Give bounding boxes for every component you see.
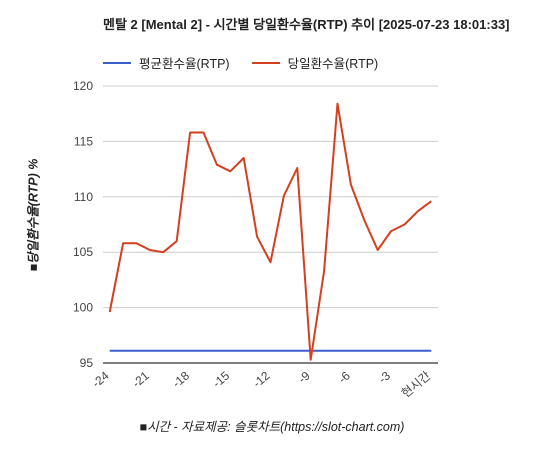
y-tick-label: 105 — [73, 245, 93, 259]
data-point-average[interactable] — [255, 349, 259, 353]
data-point-average[interactable] — [135, 349, 139, 353]
x-tick-label: -21 — [130, 368, 153, 390]
data-point-daily[interactable] — [242, 156, 246, 160]
data-point-average[interactable] — [269, 349, 273, 353]
data-point-average[interactable] — [242, 349, 246, 353]
x-tick-label: 현시간 — [399, 369, 433, 401]
data-point-daily[interactable] — [282, 194, 286, 198]
x-tick-label: -9 — [295, 368, 312, 386]
x-tick-layer: -24 -21 -18 -15 -12 -9 -6 -3 현시간 — [89, 368, 433, 400]
legend-item-average[interactable]: 평균환수율(RTP) — [103, 53, 230, 72]
x-tick-label: -3 — [376, 368, 393, 386]
x-axis-title: ■시간 - 자료제공: 슬롯차트(https://slot-chart.com) — [139, 420, 405, 434]
legend-swatch-average — [103, 61, 131, 64]
data-point-daily[interactable] — [188, 131, 192, 135]
legend: 평균환수율(RTP) 당일환수율(RTP) — [103, 53, 400, 72]
data-point-daily[interactable] — [255, 235, 259, 239]
data-point-daily[interactable] — [202, 131, 206, 135]
data-point-daily[interactable] — [148, 248, 152, 252]
data-point-average[interactable] — [161, 349, 165, 353]
data-point-daily[interactable] — [161, 250, 165, 254]
data-point-daily[interactable] — [269, 260, 273, 264]
y-tick-label: 100 — [73, 301, 93, 315]
x-tick-label: -24 — [89, 368, 112, 390]
data-point-daily[interactable] — [135, 241, 139, 245]
data-point-daily[interactable] — [108, 310, 112, 314]
data-point-average[interactable] — [295, 349, 299, 353]
legend-label-daily: 당일환수율(RTP) — [287, 57, 379, 71]
data-point-daily[interactable] — [295, 166, 299, 170]
x-tick-label: -6 — [336, 368, 353, 386]
data-point-daily[interactable] — [349, 183, 353, 187]
data-point-average[interactable] — [349, 349, 353, 353]
legend-swatch-daily — [251, 61, 280, 64]
data-point-average[interactable] — [121, 349, 125, 353]
x-tick-label: -12 — [250, 368, 273, 390]
data-point-average[interactable] — [416, 349, 420, 353]
y-tick-label: 110 — [74, 190, 93, 204]
data-point-daily[interactable] — [362, 218, 366, 222]
data-point-daily[interactable] — [175, 239, 179, 243]
data-point-average[interactable] — [148, 349, 152, 353]
data-point-daily[interactable] — [416, 209, 420, 213]
data-point-average[interactable] — [429, 349, 433, 353]
data-point-average[interactable] — [362, 349, 366, 353]
data-point-average[interactable] — [175, 349, 179, 353]
data-point-daily[interactable] — [403, 223, 407, 227]
data-point-daily[interactable] — [309, 358, 313, 362]
data-point-daily[interactable] — [228, 169, 232, 173]
data-point-average[interactable] — [282, 349, 286, 353]
data-point-average[interactable] — [376, 349, 380, 353]
data-point-average[interactable] — [403, 349, 407, 353]
series-line-daily[interactable] — [108, 102, 432, 361]
y-tick-layer: 95 100 105 110 115 120 — [73, 79, 93, 370]
data-point-daily[interactable] — [336, 102, 340, 106]
data-point-average[interactable] — [202, 349, 206, 353]
chart-title: 멘탈 2 [Mental 2] - 시간별 당일환수율(RTP) 추이 [202… — [103, 17, 510, 32]
series-layer — [108, 102, 433, 362]
data-point-daily[interactable] — [376, 248, 380, 252]
data-point-daily[interactable] — [121, 241, 125, 245]
data-point-average[interactable] — [336, 349, 340, 353]
data-point-average[interactable] — [322, 349, 326, 353]
y-tick-label: 95 — [80, 356, 94, 370]
grid-layer — [103, 85, 438, 364]
data-point-average[interactable] — [108, 349, 112, 353]
data-point-average[interactable] — [215, 349, 219, 353]
x-tick-label: -15 — [210, 368, 233, 390]
data-point-average[interactable] — [389, 349, 393, 353]
data-point-daily[interactable] — [215, 163, 219, 167]
x-tick-label: -18 — [170, 368, 193, 390]
data-point-average[interactable] — [228, 349, 232, 353]
data-point-daily[interactable] — [389, 229, 393, 233]
y-tick-label: 115 — [74, 134, 93, 148]
y-tick-label: 120 — [73, 79, 93, 93]
legend-item-daily[interactable]: 당일환수율(RTP) — [251, 53, 379, 72]
data-point-daily[interactable] — [322, 269, 326, 273]
data-point-average[interactable] — [188, 349, 192, 353]
data-point-daily[interactable] — [429, 199, 433, 203]
legend-label-average: 평균환수율(RTP) — [139, 57, 230, 71]
